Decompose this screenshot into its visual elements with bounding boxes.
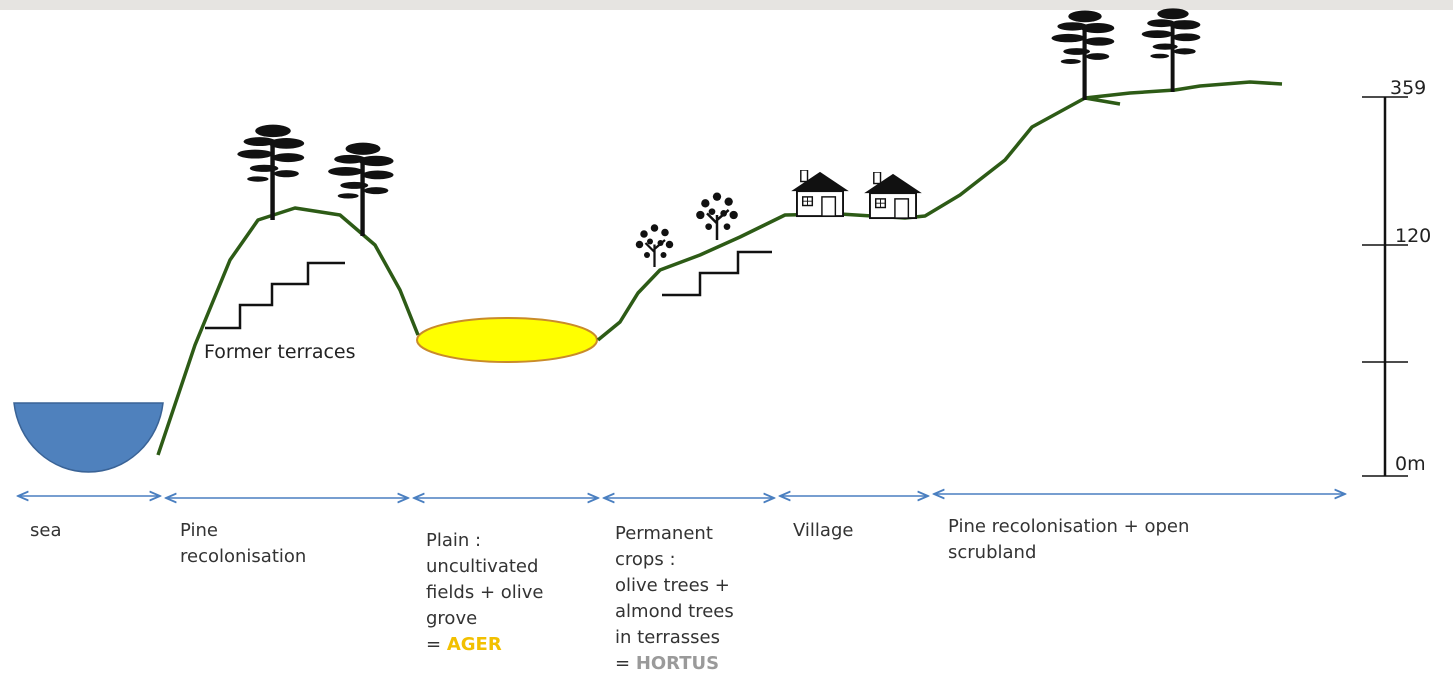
house bbox=[864, 172, 922, 218]
scale-label: 0m bbox=[1395, 453, 1426, 475]
terrace-label: Former terraces bbox=[204, 341, 356, 363]
zone-text: almond trees bbox=[615, 601, 734, 622]
landscape-diagram: 359 120 0m Former terraces sea Pine recolo… bbox=[0, 0, 1453, 675]
pine-tree bbox=[328, 143, 393, 236]
zone-designation: = AGER bbox=[426, 634, 502, 655]
zone-text: fields + olive bbox=[426, 582, 543, 603]
zone-arrows bbox=[18, 494, 1345, 498]
zone-text: scrubland bbox=[948, 542, 1036, 563]
scale-label: 120 bbox=[1395, 225, 1431, 247]
zone-text: Plain : bbox=[426, 530, 481, 551]
zone-text: Pine recolonisation + open bbox=[948, 516, 1189, 537]
pine-tree bbox=[1142, 8, 1201, 92]
pine-tree bbox=[237, 125, 304, 220]
scale-label: 359 bbox=[1390, 77, 1426, 99]
pine-tree bbox=[1052, 11, 1115, 100]
zone-text: Village bbox=[793, 520, 853, 541]
olive-tree bbox=[696, 193, 738, 241]
zone-text: Permanent bbox=[615, 523, 713, 544]
designation-name: AGER bbox=[447, 634, 502, 655]
designation-prefix: = bbox=[615, 653, 636, 674]
zone-text: Pine bbox=[180, 520, 218, 541]
designation-name: HORTUS bbox=[636, 653, 719, 674]
zone-designation: = HORTUS bbox=[615, 653, 719, 674]
zone-text: sea bbox=[30, 520, 61, 541]
altitude-scale bbox=[1362, 97, 1408, 476]
zone-text: uncultivated bbox=[426, 556, 538, 577]
olive-tree bbox=[636, 224, 674, 267]
top-band bbox=[0, 0, 1453, 10]
zone-text: in terrasses bbox=[615, 627, 720, 648]
plain bbox=[417, 318, 597, 362]
house bbox=[791, 170, 849, 216]
zone-text: grove bbox=[426, 608, 477, 629]
terrain-profile bbox=[158, 82, 1282, 455]
sea bbox=[14, 403, 163, 472]
zone-text: recolonisation bbox=[180, 546, 306, 567]
zone-labels: sea Pine recolonisation Plain : uncultivated… bbox=[30, 516, 1189, 674]
zone-text: crops : bbox=[615, 549, 676, 570]
zone-text: olive trees + bbox=[615, 575, 730, 596]
designation-prefix: = bbox=[426, 634, 447, 655]
terraces bbox=[662, 252, 772, 295]
